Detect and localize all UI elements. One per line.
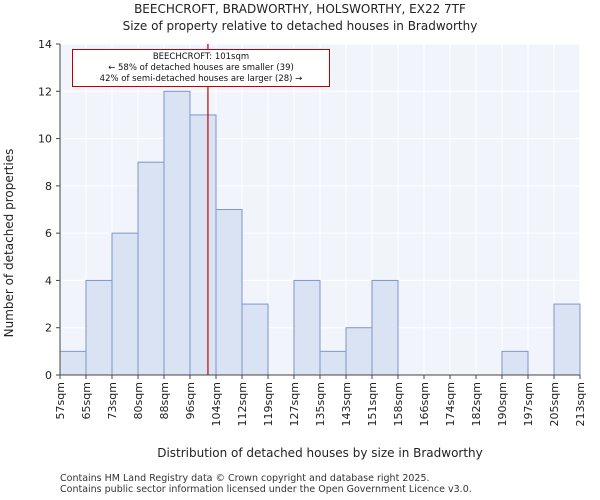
x-tick-label: 88sqm xyxy=(158,382,171,419)
bar-96sqm xyxy=(189,114,217,376)
x-tick-label: 65sqm xyxy=(80,382,93,419)
y-tick-label: 2 xyxy=(45,322,52,335)
x-tick-label: 73sqm xyxy=(106,382,119,419)
x-tick-label: 143sqm xyxy=(340,382,353,426)
y-tick-label: 8 xyxy=(45,180,52,193)
x-tick-label: 135sqm xyxy=(314,382,327,426)
chart-subtitle: Size of property relative to detached ho… xyxy=(122,19,478,33)
bar-127sqm xyxy=(293,279,321,376)
annotation-line-3: 42% of semi-detached houses are larger (… xyxy=(99,74,303,84)
bar-57sqm xyxy=(59,350,87,376)
y-tick-label: 12 xyxy=(38,85,52,98)
x-tick-label: 127sqm xyxy=(288,382,301,426)
bar-151sqm xyxy=(371,279,399,376)
x-tick-label: 166sqm xyxy=(418,382,431,426)
x-tick-label: 182sqm xyxy=(470,382,483,426)
x-tick-label: 151sqm xyxy=(366,382,379,426)
bar-190sqm xyxy=(501,350,529,376)
bars xyxy=(59,90,581,376)
x-tick-label: 119sqm xyxy=(262,382,275,426)
y-tick-label: 6 xyxy=(45,227,52,240)
bar-65sqm xyxy=(85,279,113,376)
x-tick-label: 104sqm xyxy=(210,382,223,426)
x-tick-label: 112sqm xyxy=(236,382,249,426)
x-tick-label: 57sqm xyxy=(54,382,67,419)
y-tick-label: 4 xyxy=(45,274,52,287)
annotation-line-1: BEECHCROFT: 101sqm xyxy=(152,52,250,62)
footer-line-2: Contains public sector information licen… xyxy=(60,484,472,495)
bar-135sqm xyxy=(319,350,347,376)
bar-80sqm xyxy=(137,161,165,376)
x-tick-label: 190sqm xyxy=(496,382,509,426)
bar-205sqm xyxy=(553,303,581,376)
x-tick-labels: 57sqm 65sqm 73sqm 80sqm 88sqm 96sqm 104sqm 112s… xyxy=(54,375,587,426)
x-tick-label: 197sqm xyxy=(522,382,535,426)
bar-143sqm xyxy=(345,327,373,376)
x-axis-label: Distribution of detached houses by size … xyxy=(157,446,483,460)
y-tick-label: 0 xyxy=(45,369,52,382)
bar-104sqm xyxy=(215,209,243,376)
y-tick-label: 10 xyxy=(38,133,52,146)
x-tick-label: 213sqm xyxy=(574,382,587,426)
x-tick-label: 205sqm xyxy=(548,382,561,426)
y-tick-label: 14 xyxy=(38,38,52,51)
bar-112sqm xyxy=(241,303,269,376)
footer-line-1: Contains HM Land Registry data © Crown c… xyxy=(60,473,430,484)
annotation-box: BEECHCROFT: 101sqm ← 58% of detached hou… xyxy=(72,49,330,87)
x-tick-label: 174sqm xyxy=(444,382,457,426)
x-tick-label: 158sqm xyxy=(392,382,405,426)
bar-73sqm xyxy=(111,232,139,376)
y-tick-labels: 0 2 4 6 8 10 12 14 xyxy=(38,38,60,382)
x-tick-label: 96sqm xyxy=(184,382,197,419)
bar-88sqm xyxy=(163,90,191,376)
annotation-line-2: ← 58% of detached houses are smaller (39… xyxy=(108,63,294,73)
y-axis-label: Number of detached properties xyxy=(2,149,16,338)
chart-title: BEECHCROFT, BRADWORTHY, HOLSWORTHY, EX22… xyxy=(134,2,466,16)
x-tick-label: 80sqm xyxy=(132,382,145,419)
